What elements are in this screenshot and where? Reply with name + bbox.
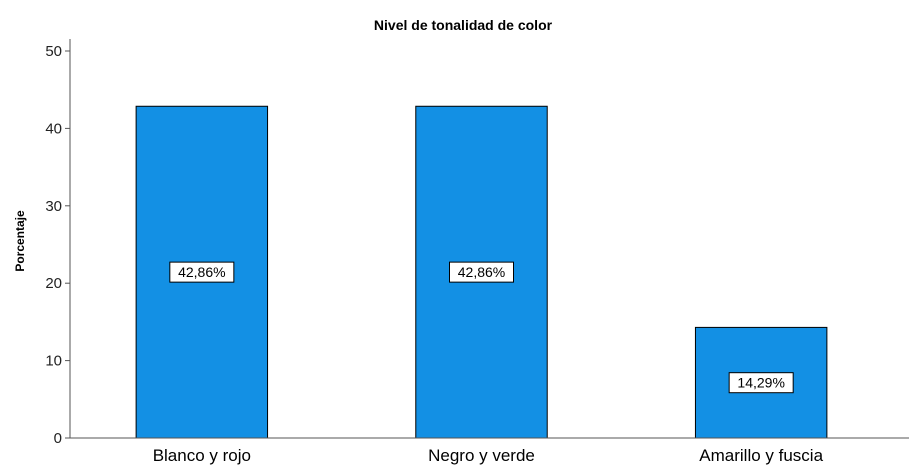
category-labels: Blanco y rojo Negro y verde Amarillo y fus…	[153, 446, 824, 465]
chart-title: Nivel de tonalidad de color	[374, 17, 553, 33]
bars: 42,86% 42,86% 14,29%	[135, 105, 828, 439]
data-label: 42,86%	[458, 264, 505, 280]
data-label-box	[728, 372, 794, 394]
y-axis-ticks: 0 10 20 30 40 50	[45, 43, 70, 447]
data-label: 42,86%	[178, 264, 225, 280]
y-tick-label: 20	[45, 275, 62, 292]
y-axis-label: Porcentaje	[13, 210, 27, 272]
y-tick-label: 0	[54, 430, 62, 447]
bar	[694, 326, 828, 439]
y-tick-label: 50	[45, 43, 62, 60]
y-tick-label: 40	[45, 120, 62, 137]
category-label: Negro y verde	[428, 446, 535, 465]
y-tick-label: 30	[45, 198, 62, 215]
data-label-box	[169, 261, 235, 283]
category-label: Blanco y rojo	[153, 446, 251, 465]
category-label: Amarillo y fuscia	[699, 446, 823, 465]
data-label-box	[449, 261, 514, 283]
data-label: 14,29%	[737, 375, 784, 391]
y-tick-label: 10	[45, 353, 62, 370]
